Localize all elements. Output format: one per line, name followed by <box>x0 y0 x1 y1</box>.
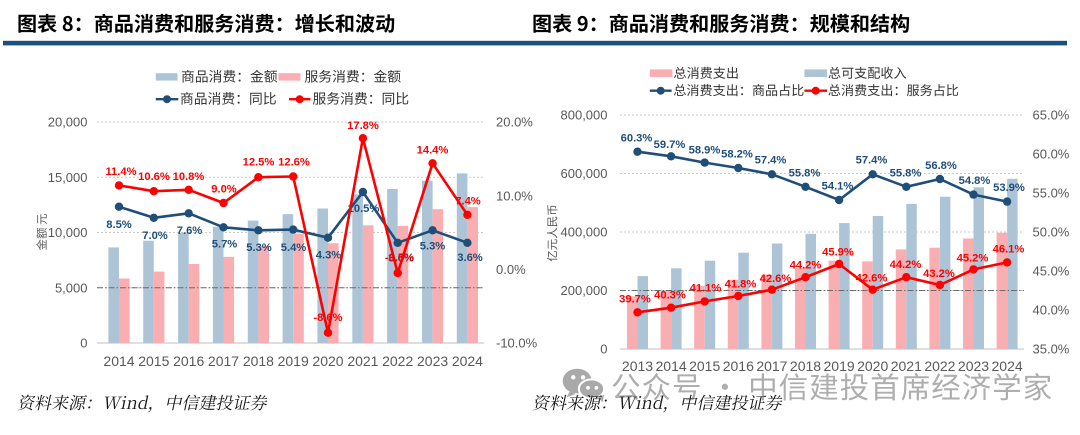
svg-text:10.6%: 10.6% <box>138 171 170 183</box>
svg-text:5.4%: 5.4% <box>281 242 307 254</box>
svg-text:600,000: 600,000 <box>561 166 608 181</box>
svg-text:10.0%: 10.0% <box>496 188 533 203</box>
svg-text:15,000: 15,000 <box>48 170 88 185</box>
svg-text:9.0%: 9.0% <box>211 184 237 196</box>
svg-text:8.5%: 8.5% <box>106 219 132 231</box>
svg-text:0: 0 <box>600 342 607 357</box>
svg-text:20,000: 20,000 <box>48 115 88 130</box>
svg-text:5.3%: 5.3% <box>246 242 272 254</box>
svg-text:58.2%: 58.2% <box>721 149 753 161</box>
svg-text:2014: 2014 <box>656 358 687 374</box>
svg-text:2018: 2018 <box>243 353 274 369</box>
svg-text:2023: 2023 <box>417 353 448 369</box>
svg-text:54.1%: 54.1% <box>822 181 854 193</box>
svg-text:43.2%: 43.2% <box>923 268 955 280</box>
svg-text:55.8%: 55.8% <box>789 168 821 180</box>
svg-text:800,000: 800,000 <box>561 108 608 123</box>
svg-text:44.2%: 44.2% <box>790 260 822 272</box>
svg-text:2019: 2019 <box>824 358 855 374</box>
svg-text:3.6%: 3.6% <box>457 252 483 264</box>
svg-text:10,000: 10,000 <box>48 225 88 240</box>
svg-text:55.0%: 55.0% <box>1033 186 1070 201</box>
svg-text:58.9%: 58.9% <box>689 145 721 157</box>
svg-text:-0.5%: -0.5% <box>385 252 414 264</box>
svg-text:0.0%: 0.0% <box>496 262 526 277</box>
svg-text:46.1%: 46.1% <box>993 244 1025 256</box>
svg-text:45.9%: 45.9% <box>822 247 854 259</box>
svg-text:2015: 2015 <box>689 358 720 374</box>
svg-text:2014: 2014 <box>103 353 134 369</box>
svg-text:2024: 2024 <box>992 358 1023 374</box>
svg-text:53.9%: 53.9% <box>993 182 1025 194</box>
svg-text:41.8%: 41.8% <box>725 279 757 291</box>
svg-text:2017: 2017 <box>756 358 787 374</box>
svg-text:56.8%: 56.8% <box>925 160 957 172</box>
svg-text:11.4%: 11.4% <box>105 166 136 178</box>
svg-text:7.0%: 7.0% <box>142 230 168 242</box>
svg-text:2015: 2015 <box>138 353 169 369</box>
svg-text:0: 0 <box>80 336 87 351</box>
svg-text:44.2%: 44.2% <box>890 259 922 271</box>
svg-text:-8.6%: -8.6% <box>313 312 342 324</box>
svg-text:2021: 2021 <box>891 358 922 374</box>
svg-text:400,000: 400,000 <box>561 225 608 240</box>
svg-text:35.0%: 35.0% <box>1033 342 1070 357</box>
svg-text:2016: 2016 <box>723 358 754 374</box>
svg-text:2017: 2017 <box>208 353 239 369</box>
svg-text:2023: 2023 <box>958 358 989 374</box>
svg-text:45.0%: 45.0% <box>1033 264 1070 279</box>
svg-text:12.5%: 12.5% <box>243 157 275 169</box>
svg-text:60.3%: 60.3% <box>621 133 653 145</box>
svg-text:17.8%: 17.8% <box>347 120 379 132</box>
svg-text:55.8%: 55.8% <box>890 168 922 180</box>
svg-text:10.8%: 10.8% <box>173 171 205 183</box>
svg-text:5.3%: 5.3% <box>420 241 446 253</box>
svg-text:42.6%: 42.6% <box>856 273 888 285</box>
svg-text:2020: 2020 <box>312 353 343 369</box>
svg-text:7.6%: 7.6% <box>177 225 203 237</box>
svg-text:2013: 2013 <box>622 358 653 374</box>
svg-text:2021: 2021 <box>347 353 378 369</box>
svg-text:42.6%: 42.6% <box>760 273 792 285</box>
svg-text:45.2%: 45.2% <box>957 253 989 265</box>
svg-text:40.3%: 40.3% <box>654 290 686 302</box>
svg-text:2016: 2016 <box>173 353 204 369</box>
svg-text:12.6%: 12.6% <box>278 157 310 169</box>
svg-text:57.4%: 57.4% <box>755 155 787 167</box>
svg-text:40.0%: 40.0% <box>1033 303 1070 318</box>
svg-text:57.4%: 57.4% <box>856 155 888 167</box>
svg-text:5.7%: 5.7% <box>212 239 238 251</box>
svg-text:54.8%: 54.8% <box>959 175 991 187</box>
svg-text:41.1%: 41.1% <box>690 283 722 295</box>
svg-text:-10.0%: -10.0% <box>496 336 538 351</box>
svg-text:39.7%: 39.7% <box>619 294 651 306</box>
svg-text:60.0%: 60.0% <box>1033 147 1070 162</box>
svg-text:14.4%: 14.4% <box>417 145 449 157</box>
svg-text:50.0%: 50.0% <box>1033 225 1070 240</box>
svg-text:2022: 2022 <box>924 358 955 374</box>
svg-text:4.3%: 4.3% <box>316 250 342 262</box>
svg-text:59.7%: 59.7% <box>654 139 686 151</box>
svg-text:2024: 2024 <box>452 353 483 369</box>
svg-text:65.0%: 65.0% <box>1033 108 1070 123</box>
svg-text:5,000: 5,000 <box>55 280 88 295</box>
svg-text:200,000: 200,000 <box>561 283 608 298</box>
svg-text:2022: 2022 <box>382 353 413 369</box>
svg-text:20.0%: 20.0% <box>496 115 533 130</box>
svg-text:2020: 2020 <box>857 358 888 374</box>
svg-text:2019: 2019 <box>278 353 309 369</box>
svg-text:2018: 2018 <box>790 358 821 374</box>
